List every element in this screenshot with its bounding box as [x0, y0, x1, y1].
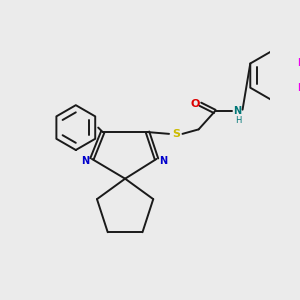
- Text: N: N: [233, 106, 241, 116]
- Text: S: S: [172, 129, 180, 139]
- Text: O: O: [190, 99, 200, 109]
- Text: F: F: [297, 83, 300, 93]
- Text: N: N: [159, 156, 167, 166]
- Text: H: H: [235, 116, 241, 125]
- Text: F: F: [297, 58, 300, 68]
- Text: N: N: [82, 156, 90, 166]
